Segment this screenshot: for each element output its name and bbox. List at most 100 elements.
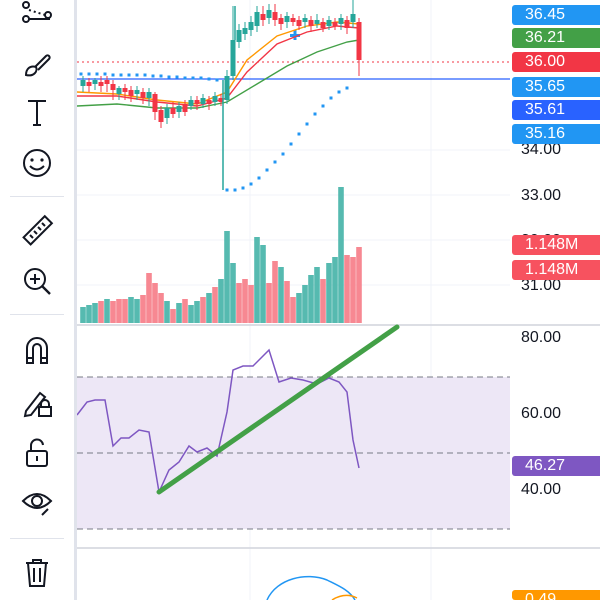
sar-dot (79, 72, 83, 76)
volume-bar (230, 263, 236, 323)
price-badge: 35.65 (512, 77, 600, 97)
visibility-button[interactable] (14, 482, 60, 522)
ruler-tool-button[interactable] (14, 211, 60, 251)
volume-bar (260, 245, 266, 323)
sar-dot (95, 72, 99, 76)
sar-dot (241, 186, 245, 190)
candle-body (200, 98, 206, 104)
volume-bar (254, 237, 260, 323)
sar-dot (305, 122, 309, 126)
volume-bar (284, 281, 290, 323)
candle-body (206, 100, 212, 104)
zoom-in-icon (24, 268, 51, 295)
volume-bar (356, 247, 362, 323)
price-axis-label: 34.00 (521, 141, 562, 158)
candle-body (332, 22, 338, 26)
sar-dot (191, 76, 195, 80)
candle-body (170, 108, 176, 114)
eye-icon (21, 493, 53, 516)
volume-bar (104, 299, 110, 323)
candle-body (248, 22, 254, 30)
price-badge: 35.61 (512, 100, 600, 120)
volume-bar (176, 303, 182, 323)
candle-body (116, 88, 122, 94)
sar-dot (265, 168, 269, 172)
volume-bar (296, 293, 302, 323)
volume-bar (152, 283, 158, 323)
unlock-icon (26, 438, 48, 467)
text-tool-button[interactable] (14, 92, 60, 132)
candle-body (302, 18, 308, 22)
candle-body (326, 20, 332, 26)
sar-dot (159, 74, 163, 78)
emoji-tool-button[interactable] (14, 143, 60, 183)
delete-drawings-button[interactable] (14, 552, 60, 592)
volume-bar (116, 299, 122, 323)
user-trend-line[interactable] (156, 324, 400, 495)
candle-body (92, 80, 98, 84)
candle-body (320, 22, 326, 28)
sar-dot (329, 96, 333, 100)
price-axis-label-partial: 31.00 (521, 277, 562, 294)
sar-dot (103, 72, 107, 76)
sar-dot (143, 73, 147, 77)
trend-line-tool-button[interactable] (14, 0, 60, 34)
toolbar-divider (10, 314, 64, 315)
candle-body (146, 92, 152, 98)
sar-dot (167, 75, 171, 79)
sar-dot (175, 75, 179, 79)
volume-bar (206, 293, 212, 323)
candle-body (224, 76, 230, 100)
volume-bar (236, 283, 242, 323)
volume-bar (158, 293, 164, 323)
sar-dot (111, 73, 115, 77)
volume-bar (242, 279, 248, 323)
candle-body (350, 14, 356, 22)
magnet-button[interactable] (14, 330, 60, 370)
zoom-in-button[interactable] (14, 261, 60, 301)
volume-bar (128, 297, 134, 323)
candle-body (152, 94, 158, 112)
lock-drawing-button[interactable] (14, 382, 60, 422)
parabolic-sar (79, 30, 349, 192)
trend-line-tool-icon (22, 1, 52, 23)
sar-dot (337, 90, 341, 94)
price-badge: 36.45 (512, 5, 600, 25)
brush-tool-button[interactable] (14, 44, 60, 84)
sar-dot (281, 152, 285, 156)
candle-body (260, 14, 266, 20)
volume-bar (248, 285, 254, 323)
sar-dot (249, 182, 253, 186)
lower-indicator-line (266, 575, 356, 600)
sar-dot (233, 188, 237, 192)
volume-bar (320, 279, 326, 323)
unlock-button[interactable] (14, 433, 60, 473)
volume-bar (308, 275, 314, 323)
candle-body (104, 80, 110, 84)
candle-body (110, 84, 116, 90)
volume-bars (80, 187, 362, 323)
toolbar-divider (10, 196, 64, 197)
candle-body (308, 20, 314, 26)
volume-bar (164, 301, 170, 323)
emoji-icon (23, 149, 51, 177)
volume-bar (110, 301, 116, 323)
candle-body (122, 88, 128, 92)
candle-body (236, 30, 242, 42)
sar-dot (297, 132, 301, 136)
candle-body (344, 20, 350, 28)
candle-body (98, 82, 104, 86)
sar-dot (313, 112, 317, 116)
candle-body (182, 104, 188, 112)
left-drawing-toolbar (0, 0, 74, 600)
candle-body (164, 108, 170, 118)
volume-bar (344, 255, 350, 323)
candle-body (356, 22, 362, 60)
volume-bar (350, 257, 356, 323)
chart-canvas[interactable]: 34.00 33.00 30.00 31.00 80.00 60.00 40.0… (77, 0, 600, 600)
volume-bar (338, 187, 344, 323)
price-badge: 35.16 (512, 124, 600, 144)
ruler-icon (22, 214, 54, 246)
volume-bar (92, 303, 98, 323)
candlesticks (80, 0, 362, 190)
